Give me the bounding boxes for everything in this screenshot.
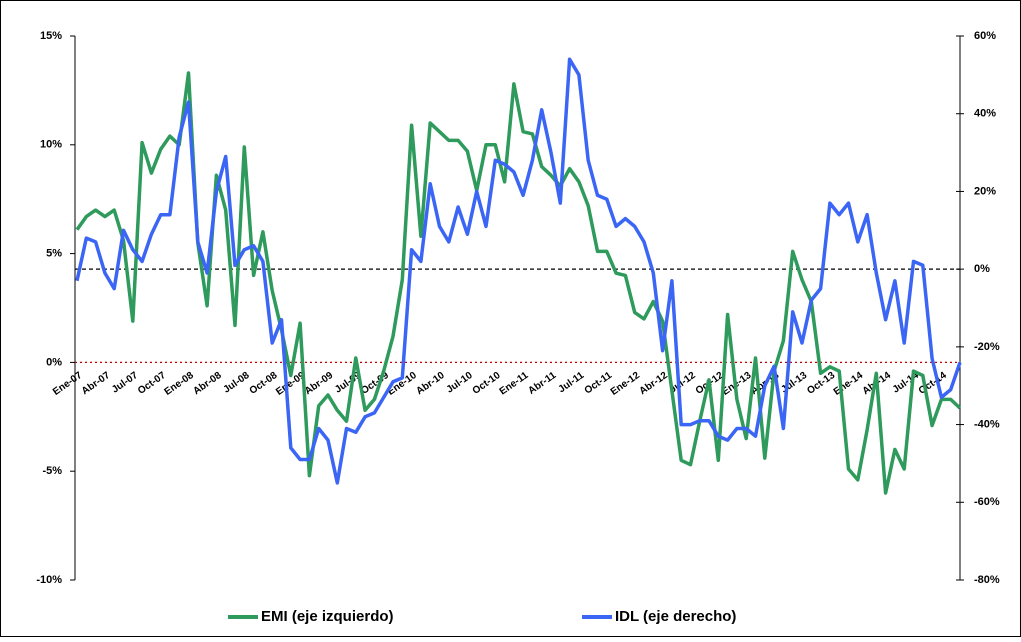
y2-tick-label: -20%	[974, 341, 1000, 353]
y-tick-label: 15%	[40, 30, 62, 42]
y2-tick-label: 0%	[974, 263, 990, 275]
y2-tick-label: -60%	[974, 496, 1000, 508]
series-line	[75, 57, 962, 485]
y-tick-label: 5%	[46, 248, 62, 260]
y2-tick-label: -80%	[974, 574, 1000, 586]
y2-tick-label: 40%	[974, 108, 996, 120]
y-tick-label: 0%	[46, 356, 62, 368]
legend-label: EMI (eje izquierdo)	[261, 608, 394, 625]
y2-tick-label: -40%	[974, 418, 1000, 430]
y2-tick-label: 60%	[974, 30, 996, 42]
y-tick-label: 10%	[40, 139, 62, 151]
y2-tick-label: 20%	[974, 185, 996, 197]
y-tick-label: -5%	[42, 465, 62, 477]
y-tick-label: -10%	[36, 574, 62, 586]
legend-label: IDL (eje derecho)	[615, 608, 736, 625]
series-line	[75, 71, 962, 495]
